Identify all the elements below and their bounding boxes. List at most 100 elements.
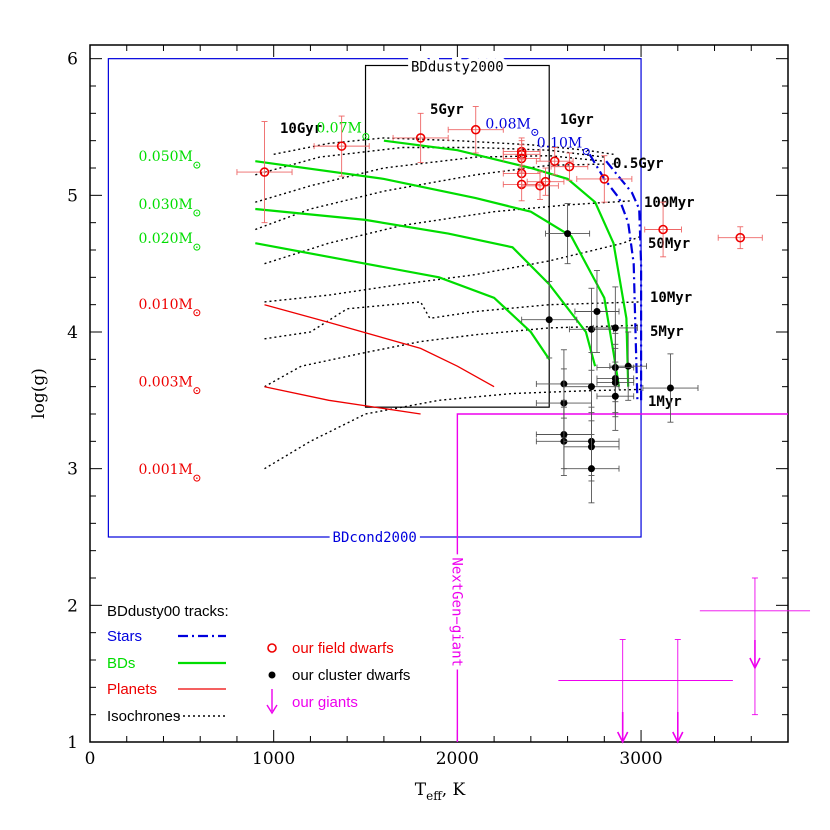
- mass-track-label: 0.07M: [316, 120, 362, 136]
- field-dwarf-point: [470, 124, 481, 135]
- isochrone-label: 10Myr: [650, 290, 692, 306]
- x-tick-label: 2000: [436, 749, 479, 769]
- field-dwarf-point: [658, 224, 668, 235]
- isochrone-line: [255, 163, 614, 231]
- giant-arrow-head: [749, 657, 761, 670]
- field-dwarf-point: [735, 232, 746, 243]
- legend-item-label: Isochrones: [107, 708, 180, 725]
- field-dwarf-point: [564, 161, 575, 172]
- mass-track-label: 0.050M: [138, 149, 192, 165]
- y-tick-label: 2: [67, 596, 78, 616]
- field-dwarf-point: [415, 133, 426, 143]
- x-tick-label: 1000: [252, 749, 295, 769]
- y-tick-label: 4: [67, 323, 78, 343]
- isochrone-label: 5Myr: [650, 324, 684, 340]
- solar-symbol-dot: [196, 246, 198, 248]
- isochrone-label: 5Gyr: [430, 102, 464, 118]
- bddusty2000-region: [364, 64, 550, 408]
- giant-arrow-head: [616, 731, 629, 744]
- nextgen-giant-region: [456, 413, 788, 742]
- field-dwarf-point: [540, 176, 551, 187]
- solar-symbol-circle: [531, 128, 539, 136]
- mass-track-label: 0.003M: [138, 375, 192, 391]
- solar-symbol-dot: [196, 311, 198, 314]
- legend-marker-label: our field dwarfs: [292, 640, 394, 657]
- solar-symbol-circle: [193, 387, 201, 395]
- mass-track-label: 0.010M: [138, 297, 192, 313]
- giant-arrow-head: [672, 731, 684, 744]
- mass-track-label: 0.030M: [138, 197, 192, 213]
- isochrone-label: 10Gyr: [280, 121, 322, 137]
- solar-symbol-dot: [196, 389, 198, 392]
- solar-symbol-circle: [193, 309, 201, 317]
- solar-symbol-dot: [365, 135, 367, 138]
- isochrone-label: 1Myr: [648, 394, 682, 410]
- isochrone-line: [264, 324, 642, 388]
- cluster-dwarf-point: [666, 384, 674, 392]
- y-axis-label: log(g): [29, 368, 49, 419]
- legend-marker-label: our cluster dwarfs: [292, 667, 410, 684]
- isochrone-line: [264, 235, 642, 303]
- solar-symbol-circle: [193, 161, 201, 169]
- isochrone-label: 50Myr: [648, 236, 690, 252]
- legend-cluster-marker: [268, 671, 276, 679]
- mass-track-label: 0.001M: [138, 462, 192, 478]
- planet-track: [264, 304, 495, 388]
- y-tick-label: 6: [67, 50, 78, 70]
- field-dwarf-point: [549, 156, 560, 166]
- cluster-dwarf-point: [587, 383, 595, 391]
- legend-item-label: Stars: [107, 628, 142, 645]
- y-tick-label: 1: [67, 733, 78, 753]
- cluster-dwarf-point: [593, 308, 601, 315]
- isochrone-label: 100Myr: [644, 195, 695, 211]
- legend-field-marker: [267, 643, 277, 653]
- plot-layer: 0 1000 2000 3000 1 2 3 4 5 6 Teff, K log(g) BDcond20…: [29, 44, 811, 803]
- solar-symbol-dot: [196, 212, 198, 214]
- cluster-dwarf-point: [611, 392, 619, 400]
- bddusty2000-label: BDdusty2000: [411, 60, 504, 76]
- field-dwarf-point: [259, 167, 270, 177]
- solar-symbol-circle: [582, 148, 590, 155]
- solar-symbol-dot: [585, 150, 588, 153]
- legend-item-label: Planets: [107, 681, 157, 698]
- cluster-dwarf-point: [611, 324, 619, 332]
- y-tick-label: 5: [67, 186, 78, 206]
- star-track: [605, 160, 643, 401]
- mass-track-label: 0.10M: [537, 136, 583, 152]
- solar-symbol-dot: [196, 164, 198, 166]
- x-tick-label: 0: [85, 749, 96, 769]
- isochrone-line: [255, 154, 605, 203]
- isochrone-label: 0.5Gyr: [613, 156, 664, 172]
- solar-symbol-circle: [362, 132, 370, 140]
- solar-symbol-dot: [534, 131, 536, 134]
- legend-title: BDdusty00 tracks:: [107, 603, 229, 620]
- bd-track: [255, 242, 551, 360]
- cluster-dwarf-point: [564, 230, 572, 238]
- solar-symbol-circle: [193, 209, 201, 217]
- solar-symbol-dot: [196, 477, 198, 479]
- field-dwarf-point: [336, 141, 347, 151]
- isochrone-line: [264, 301, 642, 340]
- solar-symbol-circle: [193, 243, 201, 251]
- legend-marker-label: our giants: [292, 694, 358, 711]
- isochrone-line: [273, 137, 614, 155]
- nextgen-giant-label: NextGen−giant: [448, 557, 464, 667]
- bd-track: [383, 139, 630, 387]
- x-axis-label: Teff, K: [415, 780, 466, 803]
- isochrone-line: [264, 388, 642, 470]
- cluster-dwarf-point: [587, 465, 595, 473]
- y-tick-label: 3: [67, 460, 78, 480]
- bd-track: [255, 160, 621, 387]
- isochrone-label: 1Gyr: [560, 112, 594, 128]
- mass-track-label: 0.020M: [138, 231, 192, 247]
- isochrone-line: [264, 200, 632, 265]
- x-tick-label: 3000: [619, 749, 662, 769]
- cluster-dwarf-point: [545, 316, 553, 324]
- cluster-dwarf-point: [624, 362, 632, 370]
- cluster-dwarf-point: [587, 325, 595, 333]
- bd-track: [255, 207, 597, 367]
- mass-track-label: 0.08M: [485, 116, 531, 132]
- field-dwarf-point: [599, 174, 610, 184]
- planet-track: [264, 386, 421, 415]
- legend-item-label: BDs: [107, 655, 135, 672]
